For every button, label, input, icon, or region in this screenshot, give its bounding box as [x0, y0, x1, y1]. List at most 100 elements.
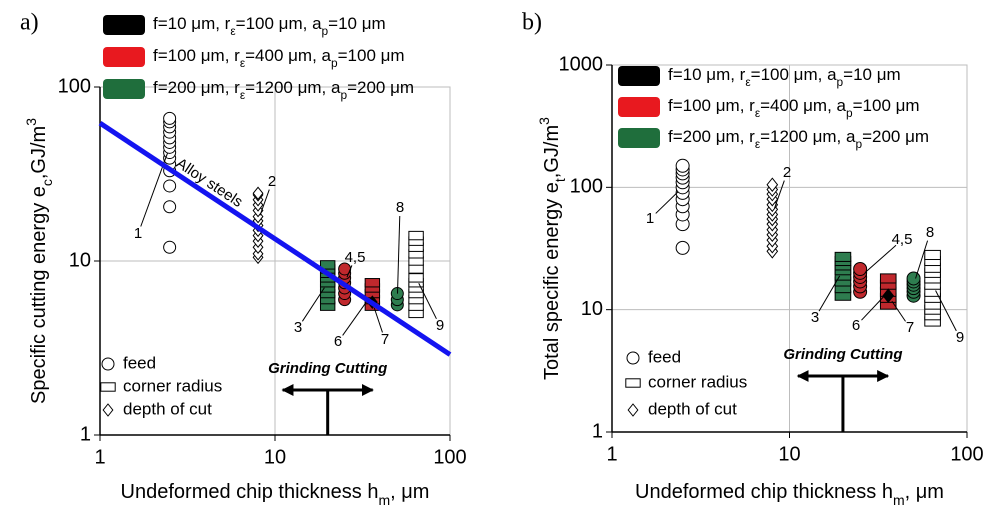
text-part: f=100 μm, r [668, 96, 755, 115]
text-part: =100 μm [338, 46, 405, 65]
label-leader [915, 240, 929, 279]
text-part: ,GJ/m [28, 126, 50, 179]
text-part: =100 μm, a [236, 14, 322, 33]
legend-label: feed [648, 347, 681, 366]
text-part: =10 μm [843, 65, 901, 84]
point [319, 260, 336, 270]
y-tick-label: 10 [69, 249, 91, 271]
label-leader [935, 290, 957, 332]
point [252, 186, 264, 201]
label-leader [301, 287, 325, 322]
point [834, 251, 852, 262]
point [906, 271, 921, 286]
point [163, 111, 177, 125]
label-leader [773, 180, 785, 209]
legend-marker [625, 378, 641, 388]
text-part: 3 [23, 118, 39, 126]
text-part: f=10 μm, r [668, 65, 746, 84]
legend-marker [627, 403, 639, 417]
text-part: f=200 μm, r [668, 127, 755, 146]
legend-label: corner radius [123, 376, 222, 395]
text-part: Total specific energy e [541, 182, 563, 380]
label-leader [342, 298, 370, 336]
legend-label: feed [123, 353, 156, 372]
cluster-label: 3 [811, 309, 819, 326]
y-tick-label: 10 [581, 298, 603, 320]
text-part: =1200 μm, a [245, 78, 341, 97]
legend-swatch [103, 47, 145, 67]
point [163, 240, 177, 254]
text-part: , μm [390, 481, 429, 503]
point [163, 179, 177, 193]
legend-label: depth of cut [123, 399, 212, 418]
panel-label: b) [522, 10, 542, 36]
legend-label: f=10 μm, rε=100 μm, ap=10 μm [153, 14, 386, 38]
legend-label: f=200 μm, rε=1200 μm, ap=200 μm [153, 78, 414, 102]
y-tick-label: 1 [592, 420, 603, 442]
y-tick-label: 1 [80, 423, 91, 445]
cluster-label: 8 [396, 199, 404, 216]
legend-swatch [103, 15, 145, 35]
cluster-label: 7 [381, 331, 389, 348]
text-part: ε [240, 56, 246, 70]
text-part: ε [755, 106, 761, 120]
cluster-label: 7 [906, 319, 914, 336]
legend-marker [626, 351, 640, 365]
text-part: p [340, 88, 347, 102]
x-tick-label: 1 [94, 446, 105, 468]
text-part: m [893, 492, 905, 508]
text-part: p [837, 75, 844, 89]
annotation-text: Grinding Cutting [268, 360, 387, 377]
text-part: =400 μm, a [760, 96, 846, 115]
text-part: 3 [536, 117, 552, 125]
x-tick-label: 100 [433, 446, 466, 468]
label-leader [891, 300, 906, 322]
point [408, 273, 424, 283]
x-tick-label: 10 [778, 443, 800, 465]
point [163, 200, 177, 214]
label-leader [396, 215, 401, 294]
legend-label: f=100 μm, rε=400 μm, ap=100 μm [153, 46, 405, 70]
cluster-label: 6 [852, 317, 860, 334]
text-part: p [855, 137, 862, 151]
y-axis-title: Total specific energy et,GJ/m3 [536, 117, 568, 380]
text-part: f=100 μm, r [153, 46, 240, 65]
legend-marker [102, 403, 114, 417]
label-leader [818, 275, 841, 312]
y-tick-label: 100 [570, 176, 603, 198]
annotation-text: Grinding Cutting [783, 346, 902, 363]
point [882, 288, 895, 304]
cluster-label: 4,5 [345, 249, 366, 266]
text-part: t [552, 178, 568, 182]
point [675, 240, 690, 255]
y-tick-label: 1000 [559, 53, 604, 75]
x-tick-label: 1 [606, 443, 617, 465]
point [879, 273, 897, 284]
text-part: , μm [905, 481, 944, 503]
text-part: =10 μm [328, 14, 386, 33]
point [853, 261, 868, 276]
y-axis-title: Specific cutting energy ec,GJ/m3 [23, 118, 55, 404]
text-part: ε [230, 24, 236, 38]
cluster-label: 2 [268, 173, 276, 190]
cluster-label: 2 [783, 164, 791, 181]
label-leader [655, 191, 679, 214]
text-part: Undeformed chip thickness h [635, 481, 893, 503]
x-tick-label: 10 [264, 446, 286, 468]
text-part: ε [240, 88, 246, 102]
text-part: p [846, 106, 853, 120]
point [924, 249, 941, 261]
text-part: =200 μm [347, 78, 414, 97]
text-part: Specific cutting energy e [28, 186, 50, 404]
legend-swatch [618, 66, 660, 86]
x-tick-label: 100 [950, 443, 983, 465]
legend-swatch [618, 97, 660, 117]
legend-label: f=200 μm, rε=1200 μm, ap=200 μm [668, 127, 929, 151]
text-part: =100 μm, a [751, 65, 837, 84]
legend-marker [101, 357, 115, 371]
legend-label: depth of cut [648, 399, 737, 418]
cluster-label: 8 [926, 224, 934, 241]
legend-label: corner radius [648, 372, 747, 391]
label-leader [864, 244, 897, 274]
